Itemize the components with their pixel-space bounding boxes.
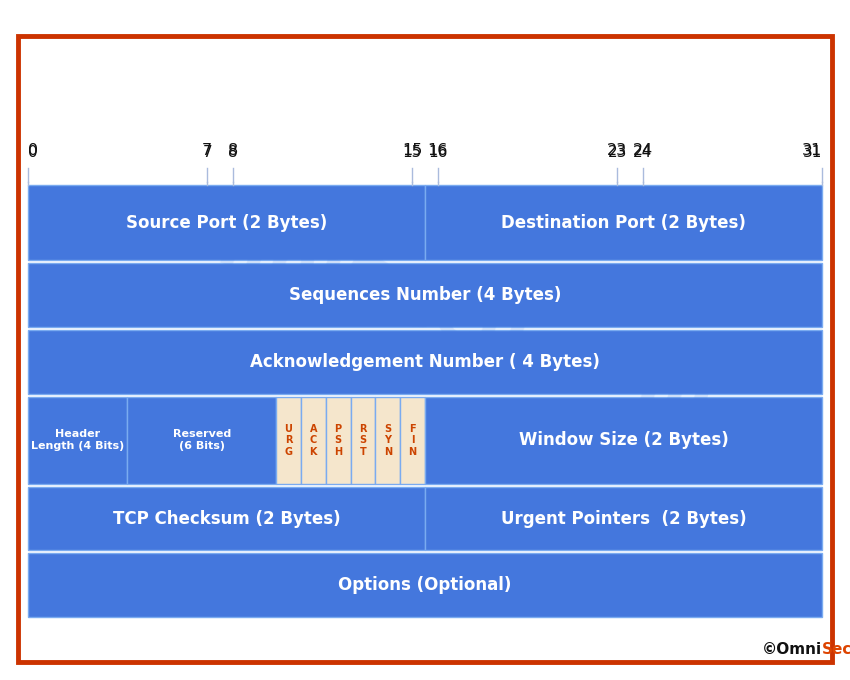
- Bar: [350, 396, 376, 483]
- Text: 0: 0: [28, 145, 37, 160]
- Bar: [28, 554, 822, 617]
- Text: 15: 15: [403, 145, 422, 160]
- Text: ©Omni: ©Omni: [762, 643, 822, 658]
- Text: Options (Optional): Options (Optional): [338, 576, 512, 594]
- Text: 7: 7: [202, 143, 212, 158]
- Bar: [28, 396, 127, 483]
- Text: Secu.com: Secu.com: [822, 643, 850, 658]
- Text: Window Size (2 Bytes): Window Size (2 Bytes): [518, 431, 728, 449]
- Text: OmniSecu.com: OmniSecu.com: [128, 184, 722, 436]
- Bar: [425, 487, 822, 550]
- Bar: [326, 396, 350, 483]
- Text: Acknowledgement Number ( 4 Bytes): Acknowledgement Number ( 4 Bytes): [250, 353, 600, 371]
- Bar: [28, 185, 425, 260]
- Text: 24: 24: [632, 143, 653, 158]
- Text: 8: 8: [228, 143, 238, 158]
- Text: 24: 24: [633, 145, 652, 160]
- Text: Urgent Pointers  (2 Bytes): Urgent Pointers (2 Bytes): [501, 509, 746, 528]
- Bar: [301, 396, 326, 483]
- Bar: [28, 263, 822, 327]
- Text: 16: 16: [428, 145, 447, 160]
- Text: 15: 15: [402, 143, 422, 158]
- Text: 8: 8: [228, 145, 238, 160]
- Bar: [128, 396, 276, 483]
- Bar: [276, 396, 301, 483]
- Text: F
I
N: F I N: [409, 424, 416, 457]
- Bar: [28, 330, 822, 394]
- Text: 16: 16: [428, 143, 448, 158]
- Text: 23: 23: [607, 143, 627, 158]
- Text: Source Port (2 Bytes): Source Port (2 Bytes): [126, 214, 327, 232]
- Text: A
C
K: A C K: [309, 424, 317, 457]
- Text: P
S
H: P S H: [334, 424, 343, 457]
- Text: 31: 31: [802, 145, 822, 160]
- Bar: [28, 487, 425, 550]
- Text: 7: 7: [202, 145, 212, 160]
- Text: 31: 31: [802, 143, 822, 158]
- Text: Destination Port (2 Bytes): Destination Port (2 Bytes): [501, 214, 746, 232]
- Bar: [425, 185, 822, 260]
- Text: 23: 23: [608, 145, 626, 160]
- Text: U
R
G: U R G: [285, 424, 292, 457]
- Text: S
Y
N: S Y N: [383, 424, 392, 457]
- Text: TCP Checksum (2 Bytes): TCP Checksum (2 Bytes): [113, 509, 340, 528]
- Bar: [400, 396, 425, 483]
- Text: 0: 0: [28, 143, 38, 158]
- Text: Reserved
(6 Bits): Reserved (6 Bits): [173, 429, 231, 451]
- Text: Header
Length (4 Bits): Header Length (4 Bits): [31, 429, 124, 451]
- Text: R
S
T: R S T: [360, 424, 366, 457]
- Text: Sequences Number (4 Bytes): Sequences Number (4 Bytes): [289, 286, 561, 304]
- Bar: [376, 396, 400, 483]
- Bar: [425, 396, 822, 483]
